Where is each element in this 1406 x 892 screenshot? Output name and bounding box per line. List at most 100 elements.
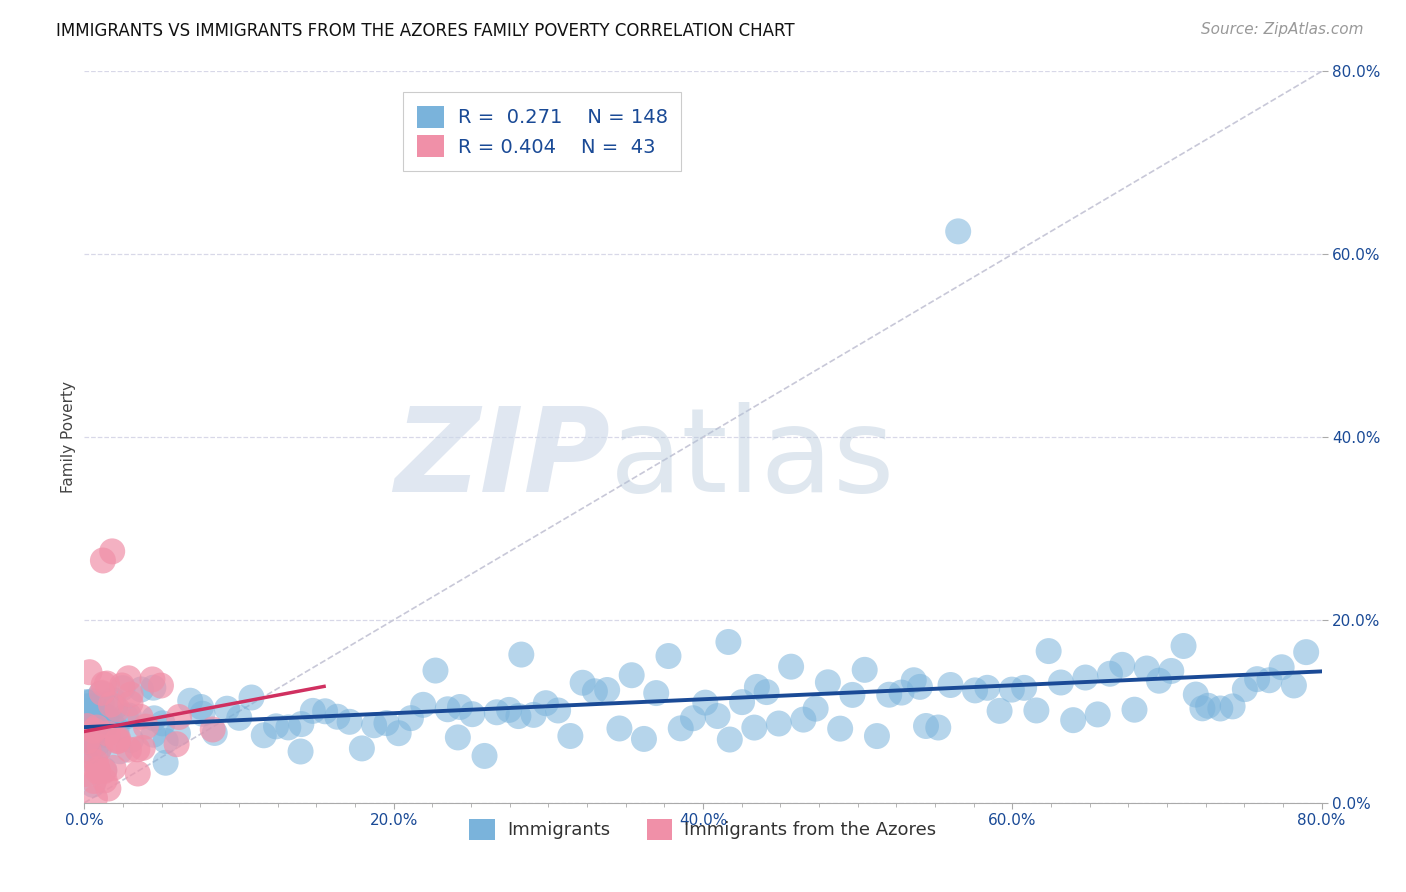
- Point: [804, 701, 827, 715]
- Point: [90, 686, 112, 700]
- Point: [120, 733, 142, 747]
- Point: [399, 711, 422, 725]
- Point: [1147, 673, 1170, 688]
- Point: [77, 704, 100, 718]
- Point: [155, 756, 177, 770]
- Point: [731, 695, 754, 709]
- Point: [96, 676, 118, 690]
- Point: [498, 703, 520, 717]
- Point: [1209, 701, 1232, 715]
- Point: [87, 724, 110, 739]
- Point: [717, 635, 740, 649]
- Point: [107, 734, 129, 748]
- Point: [76, 699, 98, 714]
- Point: [1098, 666, 1121, 681]
- Point: [1295, 645, 1317, 659]
- Point: [976, 681, 998, 695]
- Point: [908, 680, 931, 694]
- Point: [86, 721, 108, 735]
- Point: [695, 696, 717, 710]
- Point: [877, 688, 900, 702]
- Point: [301, 704, 323, 718]
- Point: [84, 791, 107, 805]
- Point: [84, 748, 107, 763]
- Point: [155, 734, 177, 748]
- Point: [745, 680, 768, 694]
- Point: [890, 685, 912, 699]
- Point: [1246, 672, 1268, 686]
- Point: [77, 732, 100, 747]
- Point: [93, 763, 115, 777]
- Point: [866, 729, 889, 743]
- Point: [571, 675, 593, 690]
- Point: [1012, 681, 1035, 695]
- Point: [129, 682, 152, 697]
- Point: [215, 702, 238, 716]
- Point: [1271, 660, 1294, 674]
- Point: [290, 717, 312, 731]
- Point: [90, 696, 112, 710]
- Point: [1197, 698, 1219, 713]
- Point: [1062, 713, 1084, 727]
- Point: [792, 713, 814, 727]
- Point: [461, 707, 484, 722]
- Point: [583, 684, 606, 698]
- Point: [117, 671, 139, 685]
- Point: [508, 709, 530, 723]
- Point: [744, 721, 766, 735]
- Point: [111, 678, 134, 692]
- Point: [103, 761, 125, 775]
- Point: [596, 683, 619, 698]
- Point: [77, 733, 100, 747]
- Point: [97, 726, 120, 740]
- Point: [141, 673, 163, 687]
- Point: [768, 716, 790, 731]
- Point: [620, 668, 643, 682]
- Point: [93, 677, 115, 691]
- Point: [915, 719, 938, 733]
- Point: [547, 703, 569, 717]
- Point: [75, 710, 97, 724]
- Point: [657, 648, 679, 663]
- Point: [107, 733, 129, 747]
- Point: [1074, 671, 1097, 685]
- Point: [339, 714, 361, 729]
- Point: [314, 704, 336, 718]
- Point: [94, 719, 117, 733]
- Point: [228, 711, 250, 725]
- Point: [84, 755, 107, 769]
- Point: [447, 731, 470, 745]
- Text: IMMIGRANTS VS IMMIGRANTS FROM THE AZORES FAMILY POVERTY CORRELATION CHART: IMMIGRANTS VS IMMIGRANTS FROM THE AZORES…: [56, 22, 794, 40]
- Point: [75, 695, 97, 709]
- Point: [100, 715, 122, 730]
- Point: [87, 743, 110, 757]
- Point: [91, 553, 114, 567]
- Point: [645, 686, 668, 700]
- Point: [817, 675, 839, 690]
- Point: [1184, 688, 1206, 702]
- Point: [135, 720, 157, 734]
- Point: [682, 711, 704, 725]
- Point: [412, 698, 434, 712]
- Point: [127, 742, 149, 756]
- Point: [82, 715, 104, 730]
- Y-axis label: Family Poverty: Family Poverty: [60, 381, 76, 493]
- Point: [1111, 657, 1133, 672]
- Point: [76, 734, 98, 748]
- Point: [84, 722, 107, 736]
- Point: [97, 781, 120, 796]
- Point: [93, 773, 115, 788]
- Point: [79, 727, 101, 741]
- Point: [240, 690, 263, 705]
- Point: [120, 696, 142, 710]
- Point: [853, 663, 876, 677]
- Point: [77, 724, 100, 739]
- Point: [363, 718, 385, 732]
- Point: [706, 709, 728, 723]
- Point: [534, 696, 557, 710]
- Point: [755, 685, 778, 699]
- Point: [86, 764, 108, 779]
- Point: [100, 698, 122, 712]
- Point: [988, 704, 1011, 718]
- Point: [101, 693, 124, 707]
